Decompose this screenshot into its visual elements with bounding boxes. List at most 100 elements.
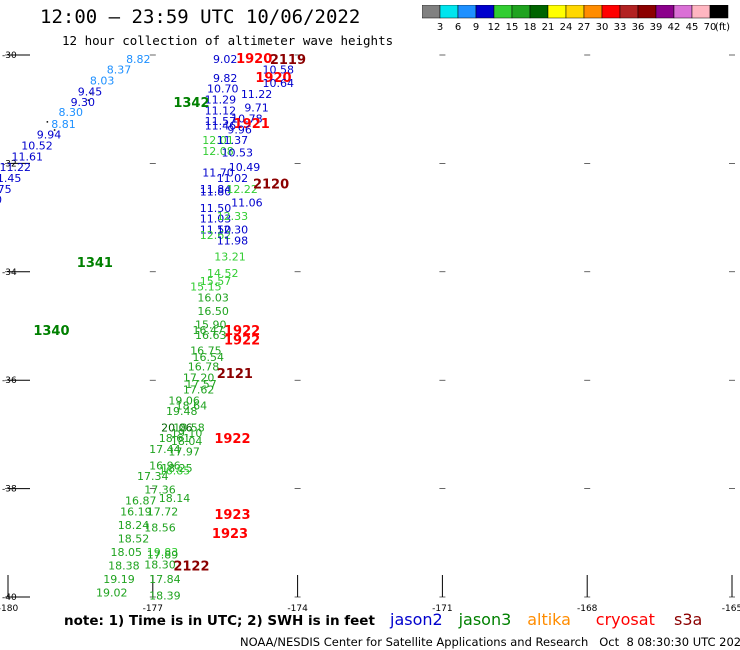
chart-subtitle: 12 hour collection of altimeter wave hei…	[62, 33, 394, 48]
time-label: 1923	[214, 508, 250, 523]
swh-value: 9.82	[213, 72, 238, 85]
swh-value: 17.89	[147, 549, 179, 562]
y-tick-label: -34	[2, 268, 17, 278]
marker-dot	[87, 99, 90, 101]
swh-value: 12.01	[202, 134, 234, 147]
swh-value: 19.19	[103, 573, 135, 586]
legend-item-jason3: jason3	[458, 610, 512, 629]
colorbar-label: 9	[473, 22, 479, 33]
chart-title: 12:00 – 23:59 UTC 10/06/2022	[40, 6, 361, 28]
swh-value: 14.52	[207, 267, 239, 280]
swh-value: 11.50	[200, 224, 232, 237]
swh-value: 17.62	[183, 383, 215, 396]
y-tick-label: -32	[2, 159, 17, 169]
swh-value: 18.64	[176, 400, 208, 413]
x-tick-label: -165	[722, 604, 740, 614]
marker-dot	[46, 121, 49, 123]
colorbar-label: 27	[578, 22, 591, 33]
swh-value: 18.52	[118, 532, 150, 545]
time-label: 1341	[77, 256, 113, 271]
swh-value: 19.02	[96, 587, 128, 600]
swh-value: 9.94	[37, 129, 62, 142]
swh-value: 10.53	[222, 147, 254, 160]
swh-value: 18.25	[161, 462, 193, 475]
swh-value: 16.54	[193, 351, 225, 364]
swh-value: 18.38	[108, 560, 140, 573]
swh-value: 18.39	[149, 589, 181, 602]
swh-value: 17.44	[149, 443, 181, 456]
colorbar-label: 30	[596, 22, 609, 33]
x-tick-label: -171	[432, 604, 452, 614]
swh-value: 19.10	[171, 427, 203, 440]
swh-value: 19.83	[147, 546, 179, 559]
swh-value: 13.21	[214, 251, 246, 264]
colorbar-label: 6	[455, 22, 461, 33]
colorbar-unit: (ft)	[715, 22, 730, 33]
swh-value: 17.34	[137, 470, 169, 483]
x-tick-label: -168	[577, 604, 598, 614]
y-tick-label: -30	[2, 51, 17, 61]
swh-value: 12.22	[226, 183, 258, 196]
swh-value: 10.70	[207, 83, 239, 96]
swh-value: 11.29	[205, 93, 237, 106]
swh-value: 11.61	[12, 150, 44, 163]
time-label: 1340	[33, 324, 69, 339]
swh-value: 17.72	[147, 505, 179, 518]
swh-value: 17.57	[185, 378, 217, 391]
swh-value: 17.36	[144, 484, 176, 497]
time-label: 2120	[253, 177, 289, 192]
swh-value: 16.78	[188, 361, 220, 374]
swh-value: 11.46	[205, 119, 237, 132]
swh-value: 19.06	[168, 394, 200, 407]
swh-value: 16.63	[195, 329, 227, 342]
footnote: note: 1) Time is in UTC; 2) SWH is in fe…	[64, 613, 375, 629]
y-tick-label: -36	[2, 376, 17, 386]
colorbar-label: 33	[614, 22, 627, 33]
swh-value: 8.30	[58, 106, 83, 119]
time-label: 2119	[270, 53, 306, 68]
swh-value: 11.75	[0, 183, 12, 196]
swh-value: 10.52	[21, 140, 53, 153]
colorbar-label: 3	[437, 22, 443, 33]
swh-value: 16.47	[193, 324, 225, 337]
legend-item-s3a: s3a	[674, 610, 703, 629]
credit-line: NOAA/NESDIS Center for Satellite Applica…	[240, 635, 740, 649]
swh-value: 9.71	[244, 102, 269, 115]
colorbar-swatch	[709, 5, 729, 19]
swh-value: 18.56	[144, 522, 176, 535]
swh-value: 1920	[255, 71, 291, 86]
legend-item-jason2: jason2	[390, 610, 443, 629]
swh-value: 11.45	[0, 172, 21, 185]
swh-value: 8.37	[107, 64, 132, 77]
colorbar-label: 39	[650, 22, 663, 33]
swh-value: 18.14	[159, 492, 191, 505]
swh-value: 16.96	[149, 459, 181, 472]
swh-value: 8.03	[90, 74, 115, 87]
legend-item-cryosat: cryosat	[595, 610, 655, 629]
swh-value: 10.60	[0, 194, 2, 207]
time-label: 1342	[173, 96, 209, 111]
swh-value: 16.87	[125, 495, 157, 508]
swh-value: 11.80	[200, 186, 232, 199]
swh-value: 18.61	[159, 432, 191, 445]
swh-value: 12.62	[200, 229, 232, 242]
swh-value: 11.06	[231, 196, 263, 209]
swh-value: 9.96	[227, 123, 252, 136]
time-label: 1923	[212, 527, 248, 542]
colorbar-label: 15	[506, 22, 519, 33]
colorbar-label: 36	[632, 22, 645, 33]
colorbar-label: 45	[686, 22, 699, 33]
swh-value: 15.15	[190, 280, 222, 293]
swh-value: 11.50	[200, 202, 232, 215]
swh-value: 10.49	[229, 161, 261, 174]
swh-value: 10.64	[263, 77, 295, 90]
swh-value: 8.81	[51, 118, 76, 131]
swh-value: 18.58	[173, 421, 205, 434]
swh-value: 8.82	[126, 53, 151, 66]
swh-value: 17.20	[183, 371, 215, 384]
colorbar: 3 6 9 12 15 18 21 24 27 30 33 36 39 42 45 70(ft)	[422, 5, 730, 33]
y-tick-label: -40	[2, 593, 17, 603]
swh-value: 9.30	[71, 96, 96, 109]
